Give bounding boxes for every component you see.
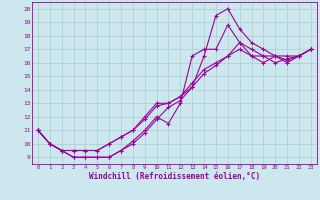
X-axis label: Windchill (Refroidissement éolien,°C): Windchill (Refroidissement éolien,°C) (89, 172, 260, 181)
